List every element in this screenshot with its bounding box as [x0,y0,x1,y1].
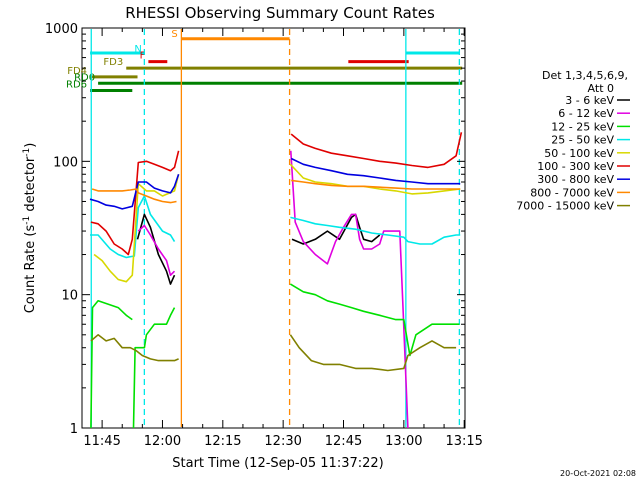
footer-timestamp: 20-Oct-2021 02:08 [560,469,636,478]
series-line-100-300-kev [290,132,463,169]
x-tick-label: 12:30 [264,434,301,449]
series-line-800-7000-kev [91,188,177,204]
series-line-6-12-kev [290,150,409,429]
series-line-50-100-kev [93,174,180,283]
y-tick-label: 1 [70,422,78,437]
legend-label-100-300-kev: 100 - 300 keV [537,160,614,173]
series-line-12-25-kev [289,283,460,357]
series-line-50-100-kev [289,163,461,195]
series-line-3-6-kev [136,213,176,285]
legend-label-6-12-kev: 6 - 12 keV [558,107,614,120]
x-tick-label: 11:45 [83,434,120,449]
x-axis-label: Start Time (12-Sep-05 11:37:22) [172,456,383,471]
chart-title: RHESSI Observing Summary Count Rates [125,4,435,22]
flag-label-rd6: RD6 [66,79,87,90]
flag-label-n: N [134,44,141,55]
series-line-3-6-kev [291,213,381,245]
series-line-25-50-kev [290,216,461,245]
legend-label-12-25-kev: 12 - 25 keV [551,120,614,133]
x-tick-label: 12:15 [204,434,241,449]
series-line-100-300-kev [90,150,180,256]
flag-label-f: F [140,51,146,62]
series-line-7000-15000-kev [90,333,179,362]
series-lines [89,132,463,429]
series-line-12-25-kev [132,307,176,429]
y-axis-label-sup2: -1 [22,148,32,157]
y-tick-label: 10 [61,289,78,304]
x-tick-label: 12:00 [144,434,181,449]
y-axis-label-sup1: -1 [22,216,32,225]
legend-label-7000-15000-kev: 7000 - 15000 keV [516,200,614,213]
flag-label-fd3: FD3 [103,57,123,68]
y-axis-label: Count Rate (s-1 detector-1) [22,143,38,314]
legend-label-800-7000-kev: 800 - 7000 keV [530,186,614,199]
x-tick-label: 13:00 [385,434,422,449]
series-line-7000-15000-kev [289,334,457,372]
mode-change-lines [90,29,461,427]
legend-header-2: Att 0 [588,82,614,95]
y-axis: 1 10 100 1000 [45,22,465,437]
y-tick-label: 100 [53,155,78,170]
x-tick-label: 12:45 [325,434,362,449]
x-axis: 11:45 12:00 12:15 12:30 12:45 13:00 13:15 [83,28,483,449]
series-line-25-50-kev [90,195,176,259]
y-axis-label-main: Count Rate (s [23,225,38,314]
series-line-12-25-kev [90,299,133,429]
y-axis-label-end: ) [23,143,38,148]
x-tick-label: 13:15 [445,434,482,449]
y-tick-label: 1000 [45,22,78,37]
series-line-300-800-kev [89,174,180,210]
series-line-800-7000-kev [291,179,461,190]
legend-label-50-100-kev: 50 - 100 keV [544,147,614,160]
flag-label-rd0: RD0 [74,72,95,83]
legend-label-300-800-kev: 300 - 800 keV [537,173,614,186]
flag-label-fd4: FD4 [67,66,87,77]
legend-header-1: Det 1,3,4,5,6,9, [542,69,628,82]
flag-label-s: S [171,29,177,40]
y-axis-label-mid: detector [23,156,38,216]
legend-label-25-50-kev: 25 - 50 keV [551,134,614,147]
series-line-300-800-kev [290,157,461,185]
plot-frame [81,27,466,429]
legend-label-3-6-kev: 3 - 6 keV [565,94,614,107]
series-line-6-12-kev [137,224,176,277]
